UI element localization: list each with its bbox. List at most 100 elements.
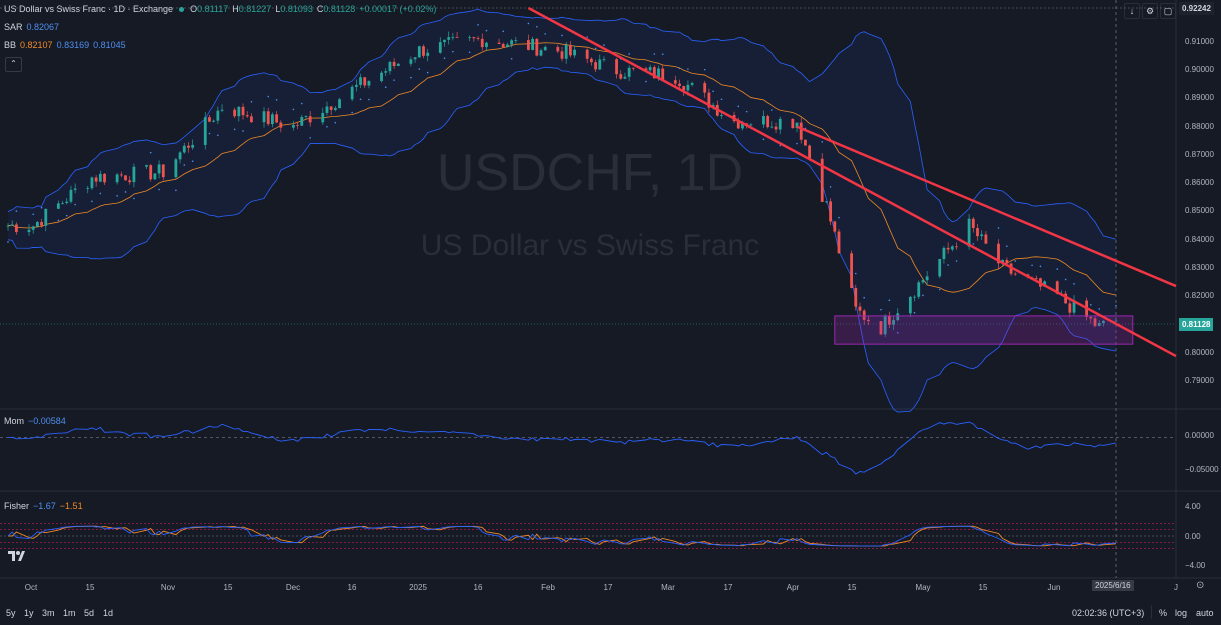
candle-body — [615, 59, 618, 75]
candle-body — [585, 49, 589, 59]
price-tick-label: 0.89000 — [1185, 93, 1214, 103]
price-tick-label: 0.79000 — [1185, 375, 1214, 385]
auto-toggle[interactable]: auto — [1196, 608, 1214, 618]
candle-body — [174, 159, 178, 178]
candle-body — [325, 106, 329, 113]
candle-body — [333, 108, 337, 110]
time-tick-label: 17 — [723, 583, 733, 592]
scroll-down-icon[interactable]: ↓ — [1124, 3, 1140, 19]
log-toggle[interactable]: log — [1175, 608, 1188, 618]
candle-body — [124, 175, 127, 181]
candle-body — [396, 63, 400, 67]
symbol-title[interactable]: US Dollar vs Swiss Franc · 1D · Exchange — [4, 4, 174, 14]
sar-dot — [955, 260, 958, 262]
range-3m[interactable]: 3m — [42, 608, 55, 618]
bb-legend[interactable]: BB 0.82107 0.83169 0.81045 — [4, 40, 126, 50]
sar-dot — [477, 24, 479, 26]
candle-body — [598, 59, 602, 70]
candle-body — [132, 166, 136, 183]
candle-body — [1102, 320, 1105, 323]
sar-dot — [158, 188, 160, 191]
time-tick-label: 16 — [473, 583, 483, 592]
candle-body — [942, 247, 946, 259]
sar-dot — [15, 210, 18, 212]
candle-body — [652, 67, 656, 79]
candle-body — [485, 42, 488, 48]
candle-body — [568, 44, 572, 56]
sar-dot — [292, 108, 295, 111]
time-tick-label: Apr — [786, 583, 800, 592]
sar-dot — [1098, 308, 1101, 310]
candle-body — [279, 122, 283, 128]
sar-dot — [703, 68, 706, 71]
mom-axis-neg: −0.05000 — [1185, 465, 1219, 474]
fisher-legend[interactable]: Fisher −1.67 −1.51 — [4, 501, 83, 511]
range-5d[interactable]: 5d — [84, 608, 95, 618]
ohlc-high: H0.81227 — [232, 4, 272, 14]
candle-body — [447, 37, 451, 40]
candle-body — [359, 77, 362, 85]
price-tick-label: 0.84000 — [1185, 234, 1214, 244]
collapse-legend-button[interactable]: ⌃ — [5, 57, 22, 72]
fisher-pane — [0, 523, 1176, 549]
mom-legend[interactable]: Mom −0.00584 — [4, 416, 66, 426]
range-1m[interactable]: 1m — [63, 608, 76, 618]
trendline-2 — [796, 125, 1177, 288]
sar-dot — [91, 200, 93, 203]
range-5y[interactable]: 5y — [6, 608, 16, 618]
sar-dot — [653, 53, 656, 55]
candle-body — [564, 44, 568, 59]
candle-body — [468, 37, 472, 38]
candle-body — [321, 112, 325, 123]
time-tick-label: Oct — [24, 583, 38, 592]
candle-body — [820, 158, 824, 202]
sar-dot — [510, 57, 513, 60]
candle-body — [1097, 322, 1101, 326]
momentum-pane — [0, 421, 1176, 475]
sar-dot — [40, 206, 43, 209]
candle-body — [661, 68, 665, 81]
candle-body — [917, 282, 921, 297]
trendlines — [527, 6, 1177, 358]
ohlc-open: O0.81117 — [190, 4, 229, 14]
ohlc-close: C0.81128 — [316, 4, 356, 14]
candle-body — [594, 62, 597, 70]
candle-body — [216, 110, 220, 121]
candle-body — [539, 50, 543, 56]
price-tick-label: 0.86000 — [1185, 178, 1214, 188]
sar-dot — [997, 227, 1000, 229]
go-to-date-icon[interactable]: ⊙ — [1196, 580, 1205, 591]
candle-body — [472, 37, 476, 39]
candle-body — [955, 246, 958, 248]
sar-dot — [275, 99, 278, 101]
candle-body — [921, 280, 925, 283]
sar-dot — [880, 308, 882, 311]
candle-body — [510, 40, 514, 45]
sar-dot — [233, 128, 236, 131]
sar-legend[interactable]: SAR 0.82067 — [4, 22, 60, 32]
market-status-icon — [179, 6, 185, 12]
tradingview-logo[interactable] — [6, 546, 26, 564]
sar-dot — [32, 213, 34, 216]
clock-timezone[interactable]: 02:02:36 (UTC+3) — [1072, 608, 1145, 618]
sar-dot — [426, 71, 429, 74]
range-1d[interactable]: 1d — [103, 608, 114, 618]
candle-body — [392, 61, 396, 67]
candle-body — [212, 120, 216, 122]
sar-dot — [888, 299, 891, 302]
sar-dot — [1073, 283, 1075, 285]
price-tick-label: 0.82000 — [1185, 291, 1214, 301]
symbol-legend[interactable]: US Dollar vs Swiss Franc · 1D · Exchange… — [4, 4, 436, 14]
percent-toggle[interactable]: % — [1159, 608, 1168, 618]
price-tick-label: 0.88000 — [1185, 121, 1214, 131]
settings-icon[interactable]: ⚙ — [1142, 3, 1158, 19]
sar-dot — [502, 30, 505, 33]
range-1y[interactable]: 1y — [24, 608, 34, 618]
candle-body — [73, 188, 77, 190]
candle-body — [422, 46, 425, 56]
candle-body — [61, 203, 64, 204]
candle-body — [1114, 320, 1118, 322]
sar-dot — [116, 195, 118, 197]
candle-body — [338, 99, 341, 109]
